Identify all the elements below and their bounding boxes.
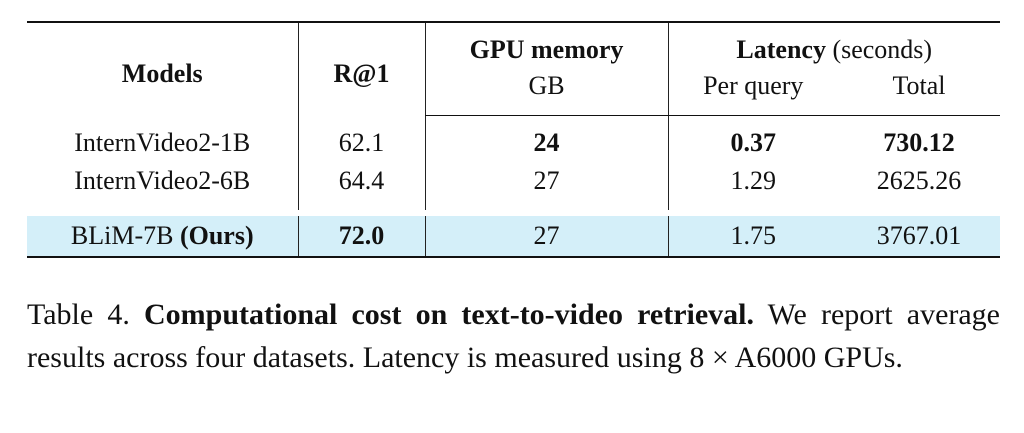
ours-tag: (Ours) [179, 221, 254, 250]
header-row: Models R@1 GPU memory Latency (seconds) [27, 21, 1000, 116]
cell: 730.12 [883, 128, 955, 157]
cell: InternVideo2-1B [74, 127, 251, 157]
cell: 72.0 [297, 210, 425, 258]
cell: 27 [424, 162, 668, 214]
table-row-ours: BLiM-7B (Ours) 72.0 27 1.75 3767.01 [27, 210, 1000, 258]
cell: 2625.26 [838, 162, 1000, 214]
header-cell: R@1 [297, 21, 425, 116]
header-cell: GB [424, 67, 668, 116]
table-header: Models R@1 GPU memory Latency (seconds) … [27, 21, 1000, 116]
cell: 3767.01 [838, 210, 1000, 258]
table-row: InternVideo2-6B 64.4 27 1.29 2625.26 [27, 162, 1000, 214]
cell: 27 [424, 210, 668, 258]
cell: 0.37 [667, 115, 838, 162]
table-body: InternVideo2-1B 62.1 24 0.37 730.12 Inte… [27, 115, 1000, 258]
header-row: GB Per query Total [27, 67, 1000, 116]
header-cell: Models [27, 21, 298, 116]
header-cell: Total [838, 67, 1000, 116]
header-cell: GPU memory [424, 21, 668, 67]
caption-label: Table 4. [27, 298, 130, 331]
header-text: Latency [736, 35, 826, 64]
header-text: (seconds) [832, 35, 933, 64]
cell: 1.75 [667, 210, 838, 258]
caption-text: We report average results across four da… [27, 298, 1001, 374]
results-table: Models R@1 GPU memory Latency (seconds) … [27, 21, 1000, 258]
cell: BLiM-7B (Ours) [27, 210, 298, 258]
table-row: InternVideo2-1B 62.1 24 0.37 730.12 [27, 115, 1000, 162]
caption: Table 4. Computational cost on text-to-v… [27, 293, 1000, 379]
cell: 62.1 [297, 115, 425, 162]
cell: 1.29 [667, 162, 838, 214]
model-name: BLiM-7B [70, 221, 174, 250]
header-cell: Latency (seconds) [667, 21, 1000, 67]
header-cell: Per query [667, 67, 838, 116]
caption-title: Computational cost on text-to-video retr… [143, 298, 755, 331]
cell: 24 [424, 115, 668, 162]
cell: InternVideo2-6B [27, 162, 298, 214]
cell: 64.4 [297, 162, 425, 214]
